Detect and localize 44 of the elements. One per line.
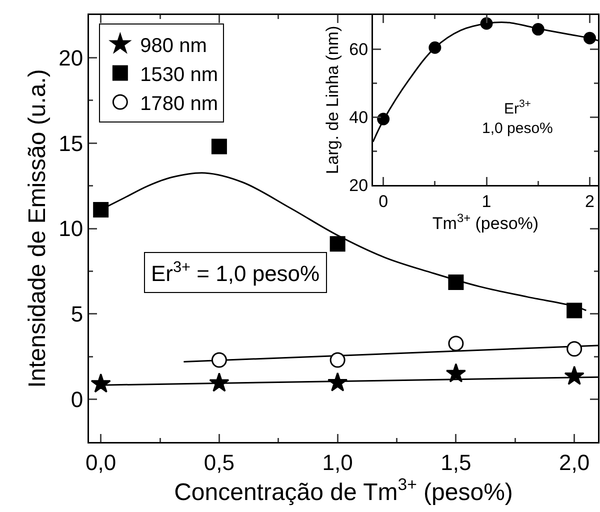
y-tick-label: 15 (58, 130, 84, 156)
point (328, 372, 348, 392)
y-axis-title: Larg. de Linha (nm) (322, 26, 342, 174)
legend-label: 1780 nm (140, 92, 218, 115)
point (448, 274, 464, 290)
point (211, 138, 227, 154)
point (211, 352, 227, 368)
y-tick-label: 10 (58, 216, 84, 242)
y-tick-label: 60 (349, 40, 368, 59)
y-axis-title: Intensidade de Emissão (u.a.) (24, 69, 51, 388)
point (532, 23, 544, 36)
x-tick-label: 1,0 (322, 450, 353, 475)
x-axis-title: Concentração de Tm$^{3+}$ (peso%) (174, 474, 513, 506)
point (566, 341, 582, 357)
point (90, 373, 111, 393)
point (446, 363, 466, 382)
point (566, 302, 582, 318)
x-tick-label: 2 (585, 192, 594, 211)
y-tick-label: 20 (349, 176, 368, 195)
x-tick-label: 1 (482, 192, 492, 211)
x-tick-label: 0 (378, 192, 388, 211)
legend-label: 1530 nm (140, 64, 218, 86)
point (564, 366, 584, 385)
point (480, 17, 493, 30)
point (330, 236, 346, 252)
point (377, 112, 390, 126)
point (209, 372, 230, 392)
x-tick-label: 1,5 (440, 450, 472, 475)
point (448, 336, 464, 352)
legend-label: 980 nm (140, 34, 207, 57)
annotation: Er$^{3+}$ 1,0 peso% (482, 98, 553, 137)
y-tick-label: 0 (70, 387, 84, 412)
point (428, 41, 442, 54)
x-axis-title: Tm$^{3+}$ (peso%) (432, 210, 539, 234)
x-tick-label: 2,0 (559, 450, 590, 475)
point (583, 32, 596, 44)
point (93, 202, 109, 218)
y-tick-label: 40 (349, 108, 368, 127)
y-tick-label: 5 (70, 302, 84, 327)
x-tick-label: 0,5 (204, 450, 235, 475)
annotation: Er$^{3+}$ = 1,0 peso% (151, 259, 320, 286)
y-tick-label: 20 (58, 45, 84, 70)
point (330, 352, 346, 368)
x-tick-label: 0,0 (86, 450, 116, 475)
